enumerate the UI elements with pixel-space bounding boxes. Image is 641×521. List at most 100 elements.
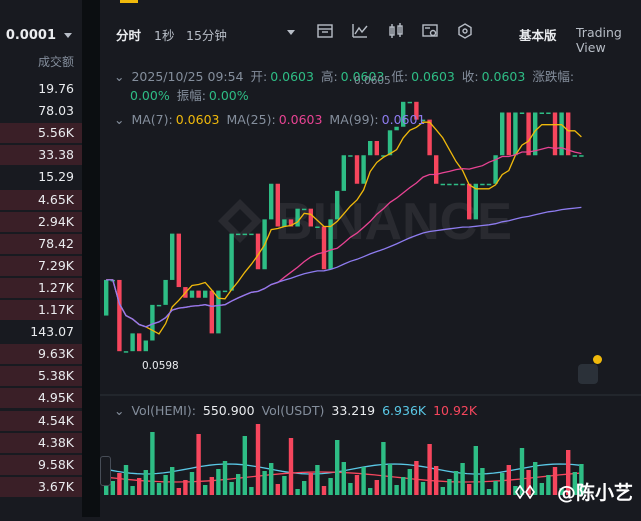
high-value: 0.0603 [340,69,385,84]
candle [163,279,168,305]
price-precision-select[interactable]: 0.0001 [5,28,56,43]
ohlc-legend: ⌄ 2025/10/25 09:54 开: 0.0603 高: 0.0603 低: 0… [114,66,577,85]
chevron-down-icon[interactable] [64,33,72,38]
volume-bar [143,470,148,495]
ma7-value: 0.0603 [175,112,220,127]
candle [275,183,280,227]
depth-bar [0,277,82,298]
orderbook-volume: 1.27K [37,279,74,295]
view-basic-tab[interactable]: 基本版 [519,28,557,43]
orderbook-row[interactable]: 4.54K [0,410,82,432]
volume-bar [229,482,234,495]
candle [216,290,221,334]
orderbook-row[interactable]: 15.29 [0,166,82,188]
orderbook-volume: 9.63K [37,346,74,362]
candle [453,183,459,186]
candle [539,112,544,114]
orderbook-row[interactable]: 4.65K [0,189,82,211]
orderbook-volume: 2.94K [37,213,74,229]
candle [427,119,432,156]
volume-bar [539,483,544,495]
volume-bar [302,481,307,495]
volume-bar [519,448,525,495]
candle [519,112,525,114]
more-intervals-chevron-icon[interactable] [287,30,295,35]
volume-bar [150,432,155,495]
volume-bar [546,475,551,495]
depth-bar [0,255,82,276]
volume-bar [420,482,426,495]
candle [354,155,360,184]
drawing-tools-icon[interactable] [421,22,439,40]
candle [467,183,472,220]
chart-toolbar: 分时 1秒 15分钟 基本版 Trading View [100,0,641,64]
candle [308,208,313,227]
volume-bar [328,478,333,495]
orderbook-volume: 143.07 [30,324,74,340]
orderbook-row[interactable]: 143.07 [0,321,82,343]
volume-bar [533,462,538,495]
candle-settings-icon[interactable] [316,22,334,40]
depth-bar [0,211,82,232]
volume-bar [216,469,221,495]
candlestick-icon[interactable] [387,22,405,40]
orderbook-row[interactable]: 3.67K [0,476,82,498]
volume-bar [236,474,241,495]
orderbook-row[interactable]: 7.29K [0,255,82,277]
volume-bar [242,436,247,495]
interval-1s[interactable]: 1秒 [154,28,175,43]
indicator-icon[interactable] [351,22,369,40]
candle [434,155,439,184]
candle [295,208,300,227]
view-tradingview-tab[interactable]: Trading View [576,25,622,55]
volume-bar [288,438,294,495]
candle [282,219,287,227]
orderbook-row[interactable]: 4.38K [0,432,82,454]
volume-bar [130,486,135,495]
orderbook-row[interactable]: 2.94K [0,211,82,233]
candle [176,233,181,288]
volume-bar [110,481,115,495]
orderbook-row[interactable]: 78.03 [0,100,82,122]
low-value: 0.0603 [411,69,455,84]
depth-bar [0,388,82,409]
volume-legend: ⌄ Vol(HEMI): 550.900 Vol(USDT) 33.219 6.… [114,403,480,418]
kline-canvas[interactable]: BINANCE [100,64,641,517]
orderbook-row[interactable]: 33.38 [0,144,82,166]
orderbook-row[interactable]: 9.58K [0,454,82,476]
volume-bar [500,473,505,495]
orderbook-row[interactable]: 4.95K [0,387,82,409]
collapse-chevron-icon[interactable]: ⌄ [114,112,125,127]
orderbook-volume: 4.65K [37,191,74,207]
interval-15m[interactable]: 15分钟 [186,28,227,43]
candle [335,190,340,220]
orderbook-row[interactable]: 1.27K [0,277,82,299]
settings-hex-icon[interactable] [456,22,474,40]
high-price-annotation: 0.0605 [354,75,394,87]
orderbook-row[interactable]: 1.17K [0,299,82,321]
interval-timeline[interactable]: 分时 [116,28,142,43]
candle [566,112,571,156]
orderbook-volume: 15.29 [38,169,74,185]
volume-column-header: 成交额 [37,55,74,69]
depth-bar [0,189,82,210]
volume-bar [473,446,478,495]
candle [348,155,353,157]
volume-bar [249,487,254,495]
orderbook-row[interactable]: 5.38K [0,365,82,387]
orderbook-row[interactable]: 78.42 [0,233,82,255]
close-label: 收: [461,69,479,84]
low-price-text: 0.0598 [142,360,179,372]
orderbook-row[interactable]: 19.76 [0,78,82,100]
collapse-chevron-icon[interactable]: ⌄ [114,69,125,84]
candle [526,112,531,156]
depth-bar [0,123,82,144]
kline-chart[interactable]: BINANCE ⌄ 2025/10/25 09:54 开: 0.0603 高: 0.… [100,64,641,517]
notes-widget-icon[interactable] [578,364,598,384]
orderbook-row[interactable]: 5.56K [0,122,82,144]
expand-panel-handle[interactable] [100,456,111,486]
candle [374,141,379,156]
collapse-chevron-icon[interactable]: ⌄ [114,403,125,418]
volume-bar [321,486,327,495]
orderbook-row[interactable]: 9.63K [0,343,82,365]
